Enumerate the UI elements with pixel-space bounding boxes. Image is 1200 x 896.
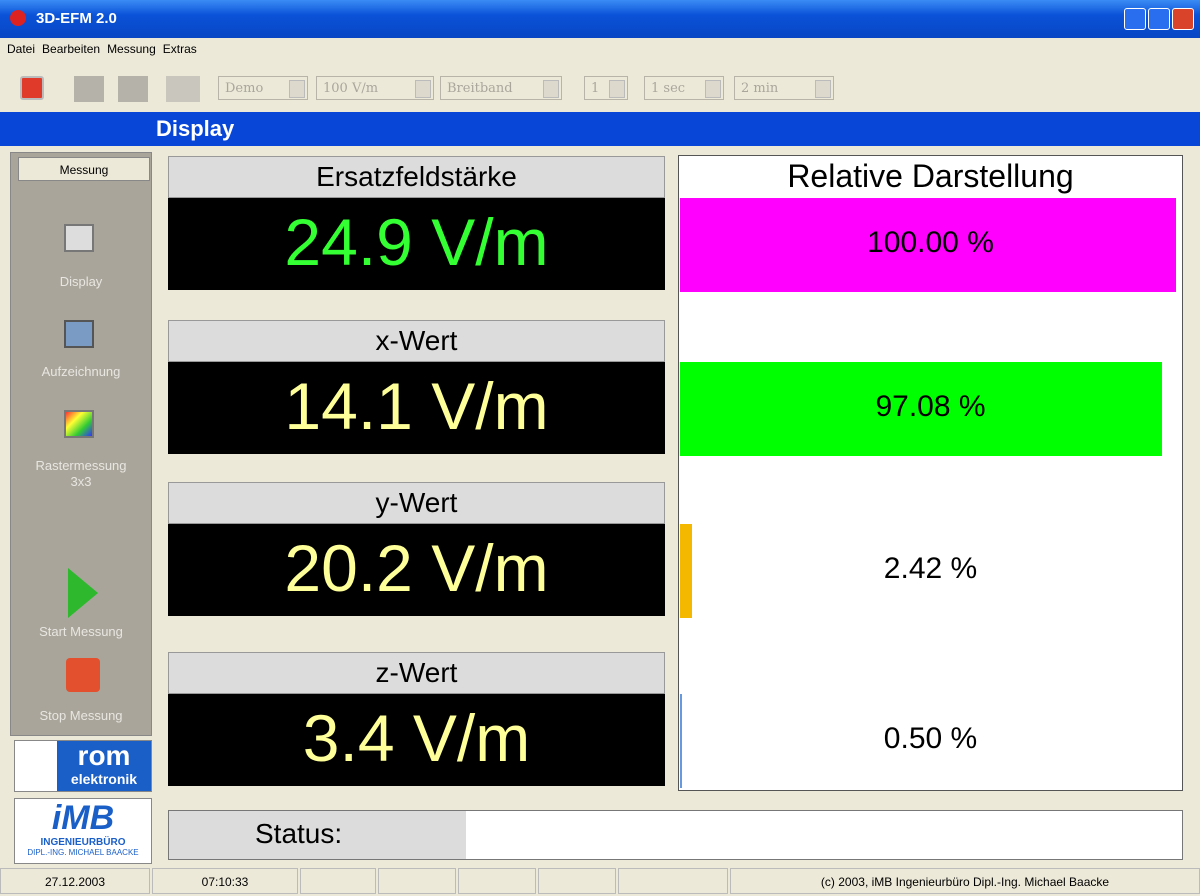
statusbar-cell (300, 868, 376, 894)
statusbar-time: 07:10:33 (152, 868, 298, 894)
sidebar-button[interactable]: Messung (18, 157, 150, 181)
logo-text: elektronik (70, 771, 138, 787)
grid-icon[interactable] (64, 410, 94, 438)
minimize-button[interactable] (1124, 8, 1146, 30)
statusbar-cell (378, 868, 456, 894)
menu-item[interactable]: Datei (7, 42, 36, 56)
maximize-button[interactable] (1148, 8, 1170, 30)
close-button[interactable] (1172, 8, 1194, 30)
reading-label: x-Wert (168, 320, 665, 362)
section-header: Display (0, 112, 1200, 146)
relative-title: Relative Darstellung (787, 158, 1074, 194)
statusbar-date: 27.12.2003 (0, 868, 150, 894)
title-bar: 3D-EFM 2.0 (0, 0, 1200, 38)
tool-icon[interactable] (74, 76, 104, 102)
relative-bar (680, 524, 692, 618)
rom-logo: rom elektronik (14, 740, 152, 792)
menu-item[interactable]: Extras (162, 42, 197, 56)
imb-logo: iMB INGENIEURBÜRO DIPL.-ING. MICHAEL BAA… (14, 798, 152, 864)
tool-icon[interactable] (118, 76, 148, 102)
stop-icon[interactable] (66, 658, 100, 692)
record-icon[interactable] (64, 320, 94, 348)
window-title: 3D-EFM 2.0 (36, 10, 117, 27)
start-icon[interactable] (66, 566, 100, 620)
statusbar-cell (538, 868, 616, 894)
menu-item[interactable]: Bearbeiten (42, 42, 101, 56)
logo-text: INGENIEURBÜRO (40, 837, 126, 848)
play-shape (68, 568, 98, 618)
display-icon[interactable] (64, 224, 94, 252)
menu-bar: Datei Bearbeiten Messung Extras (0, 42, 197, 62)
combo[interactable]: 1 sec (644, 76, 724, 100)
statusbar-cell (458, 868, 536, 894)
relative-bar (680, 694, 683, 788)
nav-label[interactable]: 3x3 (70, 474, 92, 489)
nav-label[interactable]: Rastermessung (35, 458, 127, 473)
power-button[interactable] (20, 76, 44, 100)
relative-bar (680, 198, 1176, 292)
relative-bar (680, 362, 1162, 456)
reading-value: 3.4 V/m (168, 694, 665, 786)
relative-label: 97.08 % (875, 390, 986, 423)
print-icon[interactable] (166, 76, 200, 102)
combo[interactable]: Breitband (440, 76, 562, 100)
reading-label: Ersatzfeldstärke (168, 156, 665, 198)
logo-text: rom (77, 740, 131, 771)
logo-text: iMB (51, 799, 115, 837)
combo[interactable]: 1 (584, 76, 628, 100)
nav-label[interactable]: Stop Messung (39, 708, 123, 723)
reading-value: 24.9 V/m (168, 198, 665, 290)
toolbar: Demo 100 V/m Breitband 1 1 sec 2 min (0, 66, 1200, 108)
reading-label: z-Wert (168, 652, 665, 694)
rom-logo-box: rom elektronik (57, 741, 151, 791)
nav-label[interactable]: Aufzeichnung (41, 364, 121, 379)
menu-item[interactable]: Messung (107, 42, 156, 56)
combo[interactable]: 2 min (734, 76, 834, 100)
nav-label[interactable]: Display (59, 274, 103, 289)
nav-label[interactable]: Start Messung (39, 624, 123, 639)
reading-value: 20.2 V/m (168, 524, 665, 616)
app-icon (10, 10, 26, 26)
statusbar-cell (618, 868, 728, 894)
status-label: Status: (169, 811, 466, 859)
combo[interactable]: 100 V/m (316, 76, 434, 100)
relative-label: 100.00 % (867, 226, 994, 259)
logo-text: DIPL.-ING. MICHAEL BAACKE (27, 848, 139, 857)
relative-label: 2.42 % (883, 552, 978, 585)
relative-label: 0.50 % (883, 722, 978, 755)
combo[interactable]: Demo (218, 76, 308, 100)
reading-value: 14.1 V/m (168, 362, 665, 454)
statusbar-copyright: (c) 2003, iMB Ingenieurbüro Dipl.-Ing. M… (730, 868, 1200, 894)
reading-label: y-Wert (168, 482, 665, 524)
